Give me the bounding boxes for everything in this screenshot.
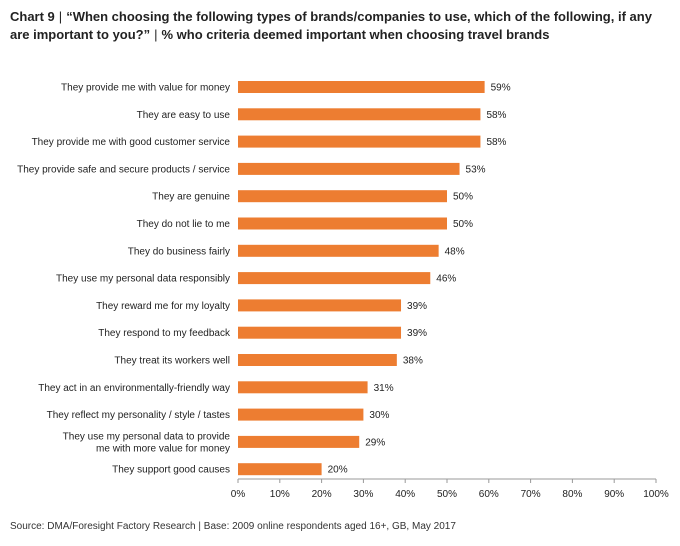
category-label: They provide me with value for money bbox=[61, 83, 230, 94]
bar bbox=[238, 326, 402, 339]
bar bbox=[238, 272, 431, 285]
chart-number: Chart 9 bbox=[10, 9, 55, 24]
chart-question: “When choosing the following types of br… bbox=[10, 9, 652, 42]
value-label: 20% bbox=[328, 465, 348, 476]
x-tick-label: 60% bbox=[479, 489, 499, 500]
bar bbox=[238, 190, 447, 203]
value-label: 31% bbox=[374, 383, 394, 394]
value-label: 38% bbox=[403, 356, 423, 367]
x-tick-label: 20% bbox=[312, 489, 332, 500]
category-label: They provide me with good customer servi… bbox=[32, 137, 231, 148]
x-axis: 0% 10% 20% 30% 40% 50% 60% 70% 80% 90% 100% bbox=[231, 478, 669, 500]
x-tick-label: 10% bbox=[270, 489, 290, 500]
bar bbox=[238, 217, 447, 230]
x-tick-label: 70% bbox=[521, 489, 541, 500]
value-label: 29% bbox=[365, 437, 385, 448]
bar bbox=[238, 354, 397, 366]
x-tick-label: 90% bbox=[604, 489, 624, 500]
bar bbox=[238, 244, 439, 257]
value-label: 53% bbox=[466, 164, 486, 175]
bar-chart: They provide me with value for money They… bbox=[17, 81, 669, 500]
value-label: 46% bbox=[436, 274, 456, 285]
category-label: They support good causes bbox=[112, 465, 230, 476]
category-label: They reflect my personality / style / ta… bbox=[47, 410, 230, 421]
category-label: They do business fairly bbox=[128, 246, 230, 257]
x-tick-label: 50% bbox=[437, 489, 457, 500]
category-label: They treat its workers well bbox=[114, 356, 230, 367]
category-label: They are genuine bbox=[152, 192, 230, 203]
x-tick-label: 100% bbox=[643, 489, 669, 500]
source-note: Source: DMA/Foresight Factory Research |… bbox=[10, 521, 456, 532]
bar bbox=[238, 463, 322, 476]
bar bbox=[238, 135, 481, 148]
chart-subtitle: % who criteria deemed important when cho… bbox=[161, 27, 550, 42]
value-label: 39% bbox=[407, 301, 427, 312]
x-tick-label: 0% bbox=[231, 489, 246, 500]
value-label: 59% bbox=[491, 83, 511, 94]
value-label: 58% bbox=[486, 137, 506, 148]
category-label: They act in an environmentally-friendly … bbox=[38, 383, 230, 394]
chart-title: Chart 9 | “When choosing the following typ… bbox=[10, 8, 670, 44]
x-tick-label: 30% bbox=[353, 489, 373, 500]
bars-group bbox=[238, 81, 485, 476]
category-label: They do not lie to me bbox=[137, 219, 231, 230]
x-tick-label: 40% bbox=[395, 489, 415, 500]
value-label: 48% bbox=[445, 246, 465, 257]
category-label: They respond to my feedback bbox=[98, 328, 231, 339]
value-label: 50% bbox=[453, 192, 473, 203]
category-label: They use my personal data to provide me w… bbox=[63, 431, 231, 454]
title-separator: | bbox=[58, 9, 63, 24]
value-label: 39% bbox=[407, 328, 427, 339]
bar bbox=[238, 108, 481, 121]
category-label: They use my personal data responsibly bbox=[56, 274, 230, 285]
bar bbox=[238, 381, 368, 394]
category-label: They provide safe and secure products / … bbox=[17, 164, 230, 175]
title-separator: | bbox=[154, 27, 158, 42]
bar bbox=[238, 435, 360, 448]
category-label: They reward me for my loyalty bbox=[96, 301, 230, 312]
value-label: 58% bbox=[486, 110, 506, 121]
bar bbox=[238, 162, 460, 175]
bar bbox=[238, 81, 485, 93]
category-labels: They provide me with value for money They… bbox=[17, 83, 231, 476]
bar bbox=[238, 299, 402, 312]
bar bbox=[238, 408, 364, 421]
value-labels: 59% 58% 58% 53% 50% 50% 48% 46% 39% 39% 38% 31% 30% 2… bbox=[328, 83, 511, 476]
value-label: 50% bbox=[453, 219, 473, 230]
value-label: 30% bbox=[369, 410, 389, 421]
x-tick-label: 80% bbox=[562, 489, 582, 500]
category-label: They are easy to use bbox=[137, 110, 231, 121]
